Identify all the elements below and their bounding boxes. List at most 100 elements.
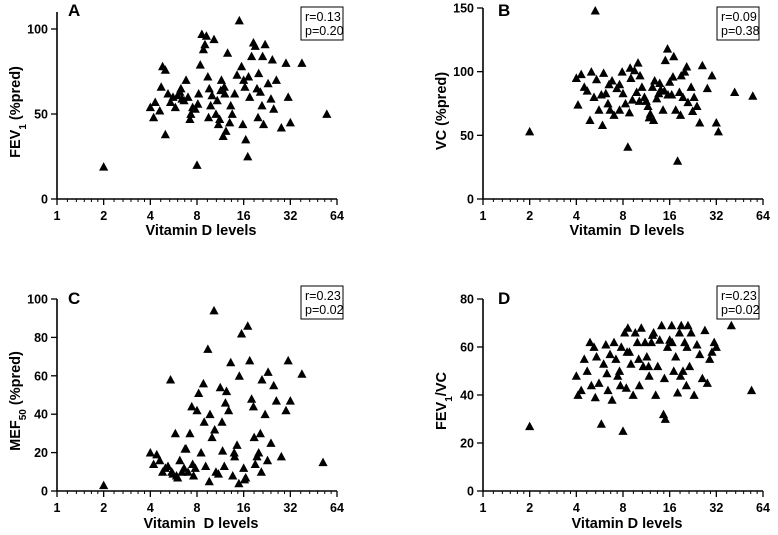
y-tick-label-c: 20 [34,446,48,460]
data-point-c [263,367,273,376]
stats-box-b [716,6,760,41]
data-point-c [285,396,295,405]
panel-label-d: D [498,289,510,308]
x-tick-label-d: 32 [709,501,723,515]
x-tick-label-b: 64 [756,209,770,223]
data-point-b [678,92,688,102]
data-point-d [623,323,633,332]
data-point-a [185,114,195,124]
y-tick-label-c: 80 [34,331,48,345]
data-point-b [597,120,608,130]
data-point-a [257,100,267,110]
data-point-b [671,105,681,114]
x-tick-label-b: 16 [663,209,677,223]
data-point-b [633,58,643,67]
x-tick-label-d: 64 [756,501,770,515]
data-point-b [635,70,645,80]
y-axis-title-subscript: 1 [18,124,29,130]
data-point-b [697,60,707,70]
x-tick-label-d: 16 [663,501,677,515]
data-point-c [198,378,209,388]
data-point-d [643,361,654,371]
y-axis-title-rest: (%pred) [8,66,24,124]
data-point-d [672,388,683,397]
data-point-c [226,357,236,367]
data-point-c [201,461,211,470]
x-tick-label-c: 1 [54,501,61,515]
x-tick-label-a: 1 [54,209,61,223]
stat-r-b: r=0.09 [721,10,757,24]
data-point-a [250,41,260,50]
stat-p-b: p=0.38 [721,24,760,38]
data-point-b [680,67,690,76]
data-point-d [573,390,583,399]
data-point-c [269,380,279,390]
data-point-d [620,328,630,337]
data-point-d [647,330,658,339]
data-point-a [246,51,257,61]
y-axis-title-main: MEF [8,420,24,451]
data-point-d [585,337,595,347]
data-point-c [217,417,227,426]
data-point-a [271,75,281,84]
data-point-c [196,448,206,457]
data-point-a [263,78,273,88]
data-point-c [163,461,173,470]
data-point-d [682,342,692,351]
data-point-b [695,118,705,127]
data-point-a [149,112,159,122]
data-point-b [675,110,686,119]
data-point-a [322,109,332,118]
data-point-b [669,51,679,61]
data-point-c [239,463,249,472]
data-point-d [697,373,707,383]
data-point-a [99,162,109,171]
data-point-d [603,385,613,395]
data-point-b [637,82,647,91]
data-point-d [636,323,646,332]
data-point-a [160,129,170,139]
data-point-a [198,44,209,54]
data-point-d [671,352,681,361]
data-point-d [700,325,710,335]
data-point-d [674,328,685,337]
data-point-c [192,405,202,415]
data-point-a [243,151,253,161]
data-point-b [625,63,635,72]
x-tick-label-b: 4 [573,209,580,223]
data-point-d [705,354,715,363]
data-point-a [226,100,236,110]
data-point-b [589,92,599,102]
data-point-d [609,337,619,347]
data-point-a [216,85,226,95]
data-point-c [254,448,264,457]
data-point-d [614,366,625,375]
data-point-c [217,446,228,455]
data-point-d [676,320,686,330]
data-point-b [662,44,673,53]
data-point-d [681,380,691,390]
stats-box-d [716,285,760,320]
data-point-c [249,432,259,442]
y-tick-label-c: 100 [27,293,48,307]
y-axis-title-b: VC (%pred) [434,72,450,150]
y-tick-label-c: 40 [34,408,48,422]
data-point-d [591,352,602,361]
data-point-d [634,354,644,363]
x-tick-label-b: 1 [480,209,487,223]
x-tick-label-b: 8 [620,209,627,223]
data-point-d [605,349,615,359]
data-point-b [594,105,604,114]
data-point-d [615,380,626,390]
data-point-a [194,89,204,98]
data-point-a [209,34,219,44]
y-tick-label-d: 20 [460,437,474,451]
data-point-d [582,366,592,375]
data-point-d [630,328,640,337]
data-point-b [582,86,592,95]
y-tick-label-a: 50 [34,108,48,122]
data-point-c [183,467,193,476]
data-point-b [586,67,596,76]
stat-p-c: p=0.02 [305,303,344,317]
